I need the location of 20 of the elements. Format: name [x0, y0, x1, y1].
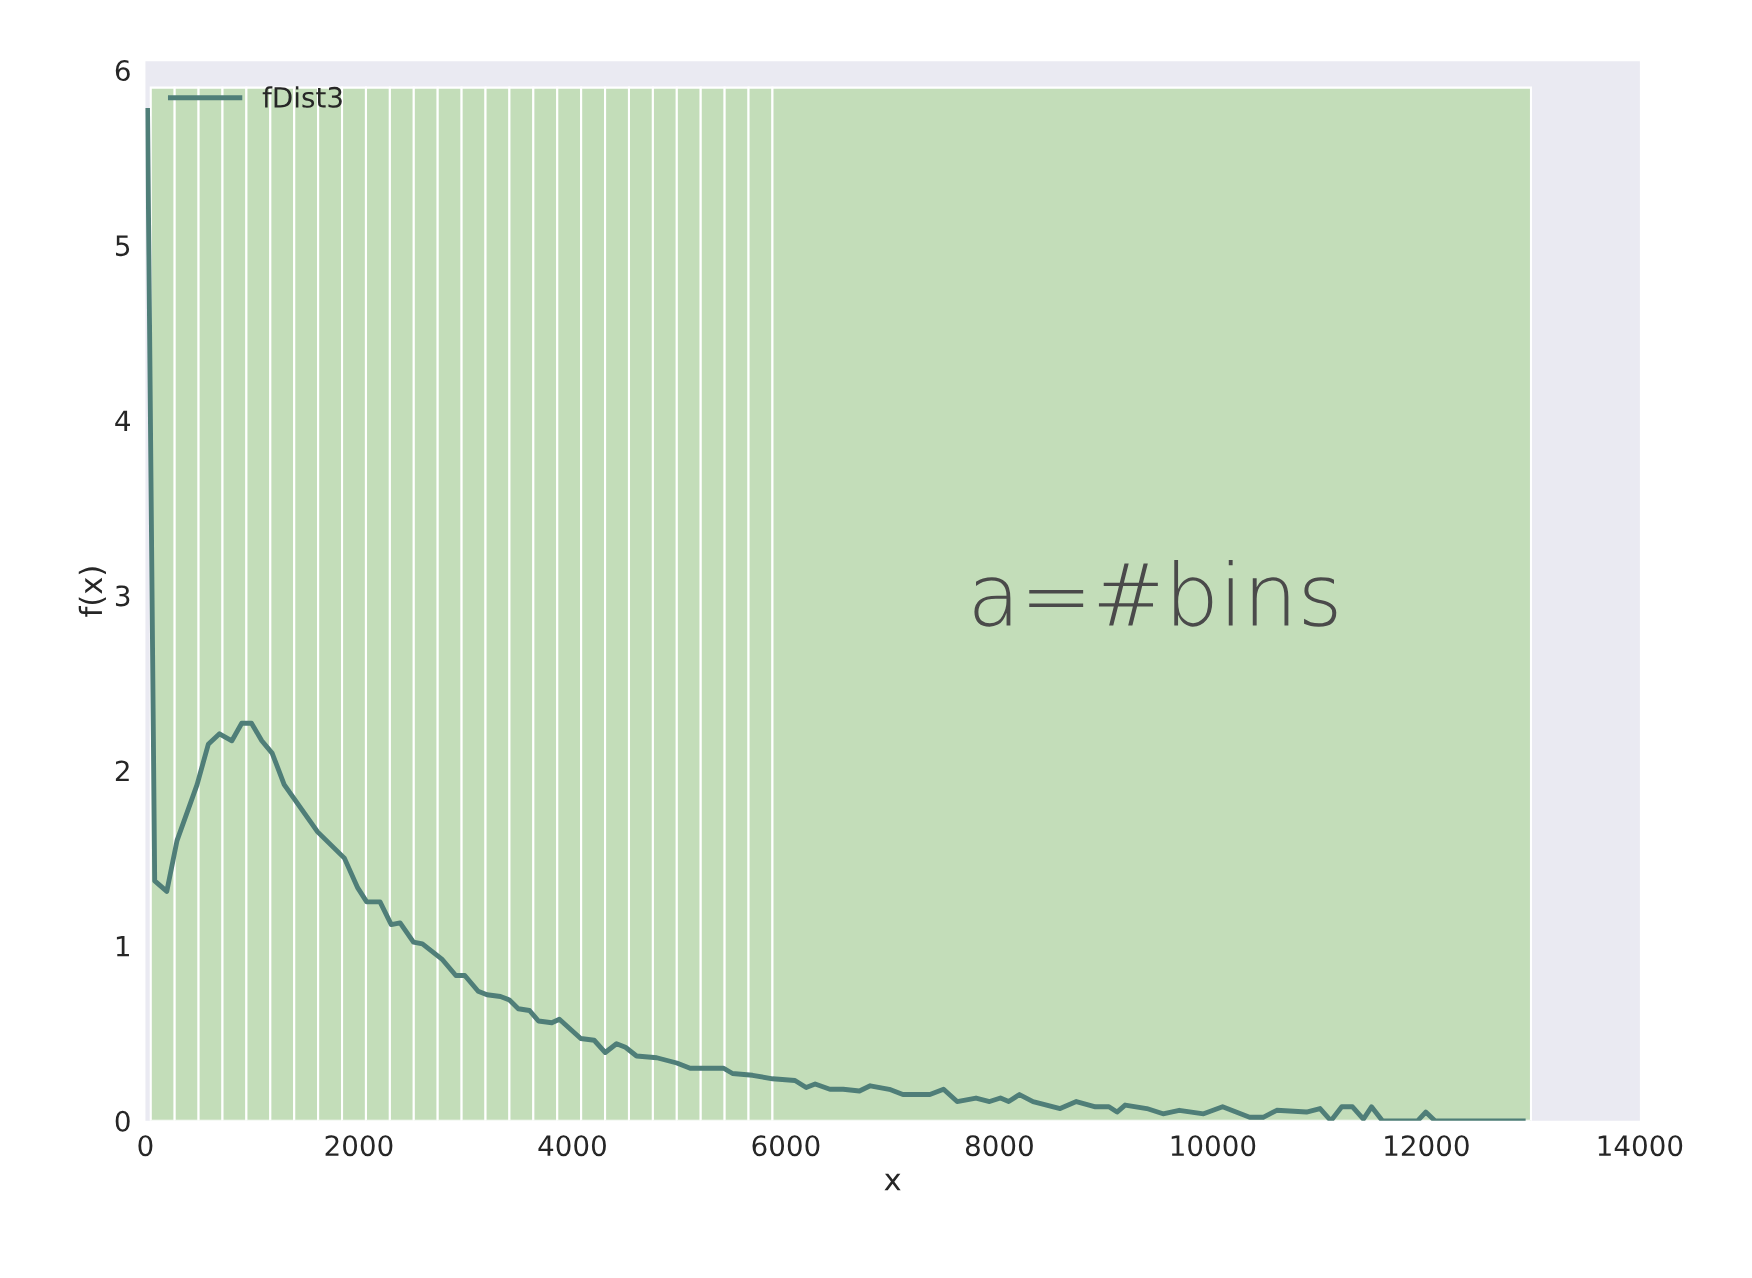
y-tick-label: 0 [115, 1110, 130, 1132]
x-tick-label: 14000 [1598, 1135, 1683, 1157]
x-tick-label: 10000 [1171, 1135, 1256, 1157]
annotation: a=#bins [974, 560, 1337, 627]
x-tick-label: 12000 [1385, 1135, 1469, 1157]
x-tick-label: 6000 [752, 1135, 820, 1157]
x-tick-label: 0 [138, 1135, 153, 1157]
y-tick-label: 3 [115, 585, 130, 607]
legend-label: fDist3 [262, 86, 342, 108]
y-tick-label: 1 [116, 935, 129, 957]
y-tick-label: 5 [116, 235, 130, 257]
y-axis-title: f(x) [78, 567, 106, 617]
x-tick-label: 2000 [325, 1135, 393, 1157]
line-series [145, 107, 1526, 1121]
x-tick-label: 8000 [965, 1135, 1033, 1157]
x-tick-label: 4000 [538, 1135, 606, 1157]
x-axis-title: x [884, 1173, 901, 1191]
y-tick-label: 2 [115, 760, 129, 782]
y-tick-label: 4 [115, 410, 130, 431]
y-tick-label: 6 [115, 60, 130, 82]
